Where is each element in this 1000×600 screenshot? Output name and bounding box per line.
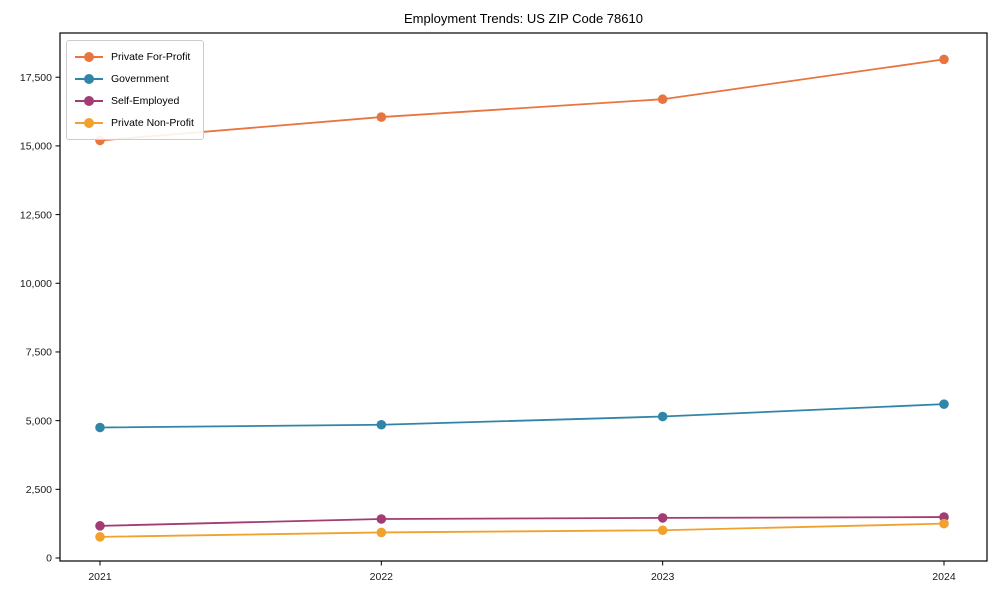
data-point-self-employed <box>657 513 668 523</box>
legend-label: Government <box>111 73 169 85</box>
series-line-self-employed <box>99 516 944 527</box>
data-point-self-employed <box>939 512 949 522</box>
legend-label: Private Non-Profit <box>111 117 194 129</box>
legend-item-government: Government <box>75 68 194 90</box>
series-line-private-for-profit <box>99 58 945 142</box>
data-point-private-non-profit <box>95 532 105 542</box>
x-tick-label: 2022 <box>370 571 394 583</box>
series-line-government <box>99 403 945 429</box>
y-tick-label: 7,500 <box>26 347 52 359</box>
y-tick-label: 5,000 <box>26 415 52 427</box>
legend-item-private-for-profit: Private For-Profit <box>75 46 194 68</box>
legend-label: Private For-Profit <box>111 51 191 63</box>
data-point-private-non-profit <box>376 527 387 538</box>
y-tick-label: 15,000 <box>20 141 52 153</box>
data-point-private-non-profit <box>657 525 668 536</box>
x-tick-label: 2021 <box>88 571 112 583</box>
legend-marker-private-non-profit-icon <box>75 118 103 128</box>
legend-marker-self-employed-icon <box>75 96 103 106</box>
data-point-government <box>376 419 387 430</box>
data-point-government <box>939 399 949 409</box>
data-point-self-employed <box>95 521 105 531</box>
y-tick-label: 12,500 <box>20 209 52 221</box>
y-tick-label: 0 <box>46 553 52 565</box>
y-tick-label: 10,000 <box>20 278 52 290</box>
data-point-private-for-profit <box>657 94 668 105</box>
data-point-private-non-profit <box>939 518 949 529</box>
series-line-private-non-profit <box>99 522 945 538</box>
data-point-private-for-profit <box>376 112 387 122</box>
data-point-government <box>95 422 105 433</box>
legend-dot <box>84 118 94 128</box>
data-point-private-for-profit <box>939 54 949 65</box>
y-tick-label: 2,500 <box>26 484 52 496</box>
legend-marker-private-for-profit-icon <box>75 52 103 62</box>
chart-title: Employment Trends: US ZIP Code 78610 <box>404 11 643 26</box>
legend-dot <box>84 74 94 84</box>
x-tick-label: 2024 <box>932 571 956 583</box>
x-tick-label: 2023 <box>651 571 675 583</box>
data-point-government <box>657 411 668 422</box>
data-point-self-employed <box>376 514 387 524</box>
legend: Private For-Profit Government Self-Employe… <box>66 40 204 140</box>
legend-label: Self-Employed <box>111 95 180 107</box>
legend-marker-government-icon <box>75 74 103 84</box>
legend-item-self-employed: Self-Employed <box>75 90 194 112</box>
plot-border <box>59 32 988 562</box>
y-tick-label: 17,500 <box>20 72 52 84</box>
legend-dot <box>84 52 94 62</box>
legend-item-private-non-profit: Private Non-Profit <box>75 112 194 134</box>
legend-dot <box>84 96 94 106</box>
